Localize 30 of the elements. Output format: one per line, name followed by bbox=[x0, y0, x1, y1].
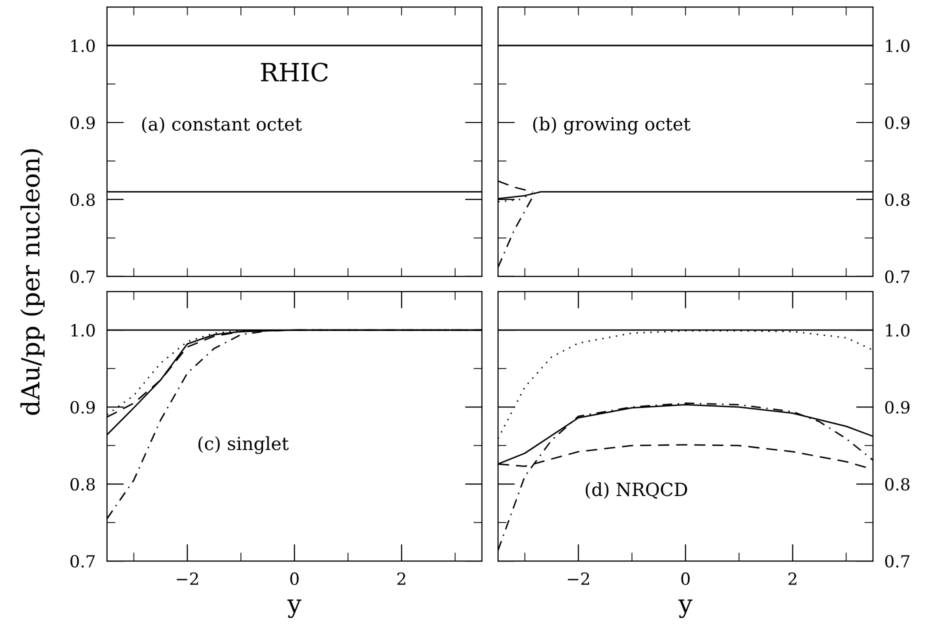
y-tick-label: 0.8 bbox=[70, 478, 95, 491]
y-tick-label: 0.9 bbox=[885, 401, 910, 414]
annotation: (d) NRQCD bbox=[586, 482, 688, 499]
annotation: (b) growing octet bbox=[533, 116, 690, 134]
y-tick-label: 0.9 bbox=[70, 116, 95, 130]
y-tick-label: 1.0 bbox=[71, 39, 95, 52]
x-tick-label: 0 bbox=[290, 572, 299, 586]
x-tick-label: −2 bbox=[568, 572, 590, 585]
annotation: RHIC bbox=[261, 62, 328, 82]
x-axis-title: y bbox=[287, 599, 302, 618]
x-tick-label: 2 bbox=[397, 572, 406, 585]
y-tick-label: 1.0 bbox=[886, 324, 910, 337]
y-tick-label: 1.0 bbox=[71, 324, 95, 337]
y-tick-label: 0.9 bbox=[885, 116, 910, 130]
x-tick-label: 0 bbox=[681, 572, 690, 586]
y-tick-label: 0.9 bbox=[70, 401, 95, 414]
y-axis-title: dAu/pp (per nucleon) bbox=[20, 149, 45, 415]
x-tick-label: −2 bbox=[176, 572, 198, 585]
y-tick-label: 0.8 bbox=[885, 478, 910, 491]
y-tick-label: 0.8 bbox=[885, 193, 910, 206]
y-tick-label: 0.7 bbox=[70, 270, 95, 284]
y-tick-label: 0.7 bbox=[70, 554, 95, 568]
y-tick-label: 0.7 bbox=[885, 554, 910, 568]
annotation: (a) constant octet bbox=[142, 116, 302, 134]
y-tick-label: 0.7 bbox=[885, 270, 910, 284]
y-tick-label: 1.0 bbox=[886, 39, 910, 52]
x-axis-title: y bbox=[678, 599, 692, 618]
annotation: (c) singlet bbox=[198, 436, 289, 454]
y-tick-label: 0.8 bbox=[70, 193, 95, 206]
x-tick-label: 2 bbox=[788, 572, 796, 585]
